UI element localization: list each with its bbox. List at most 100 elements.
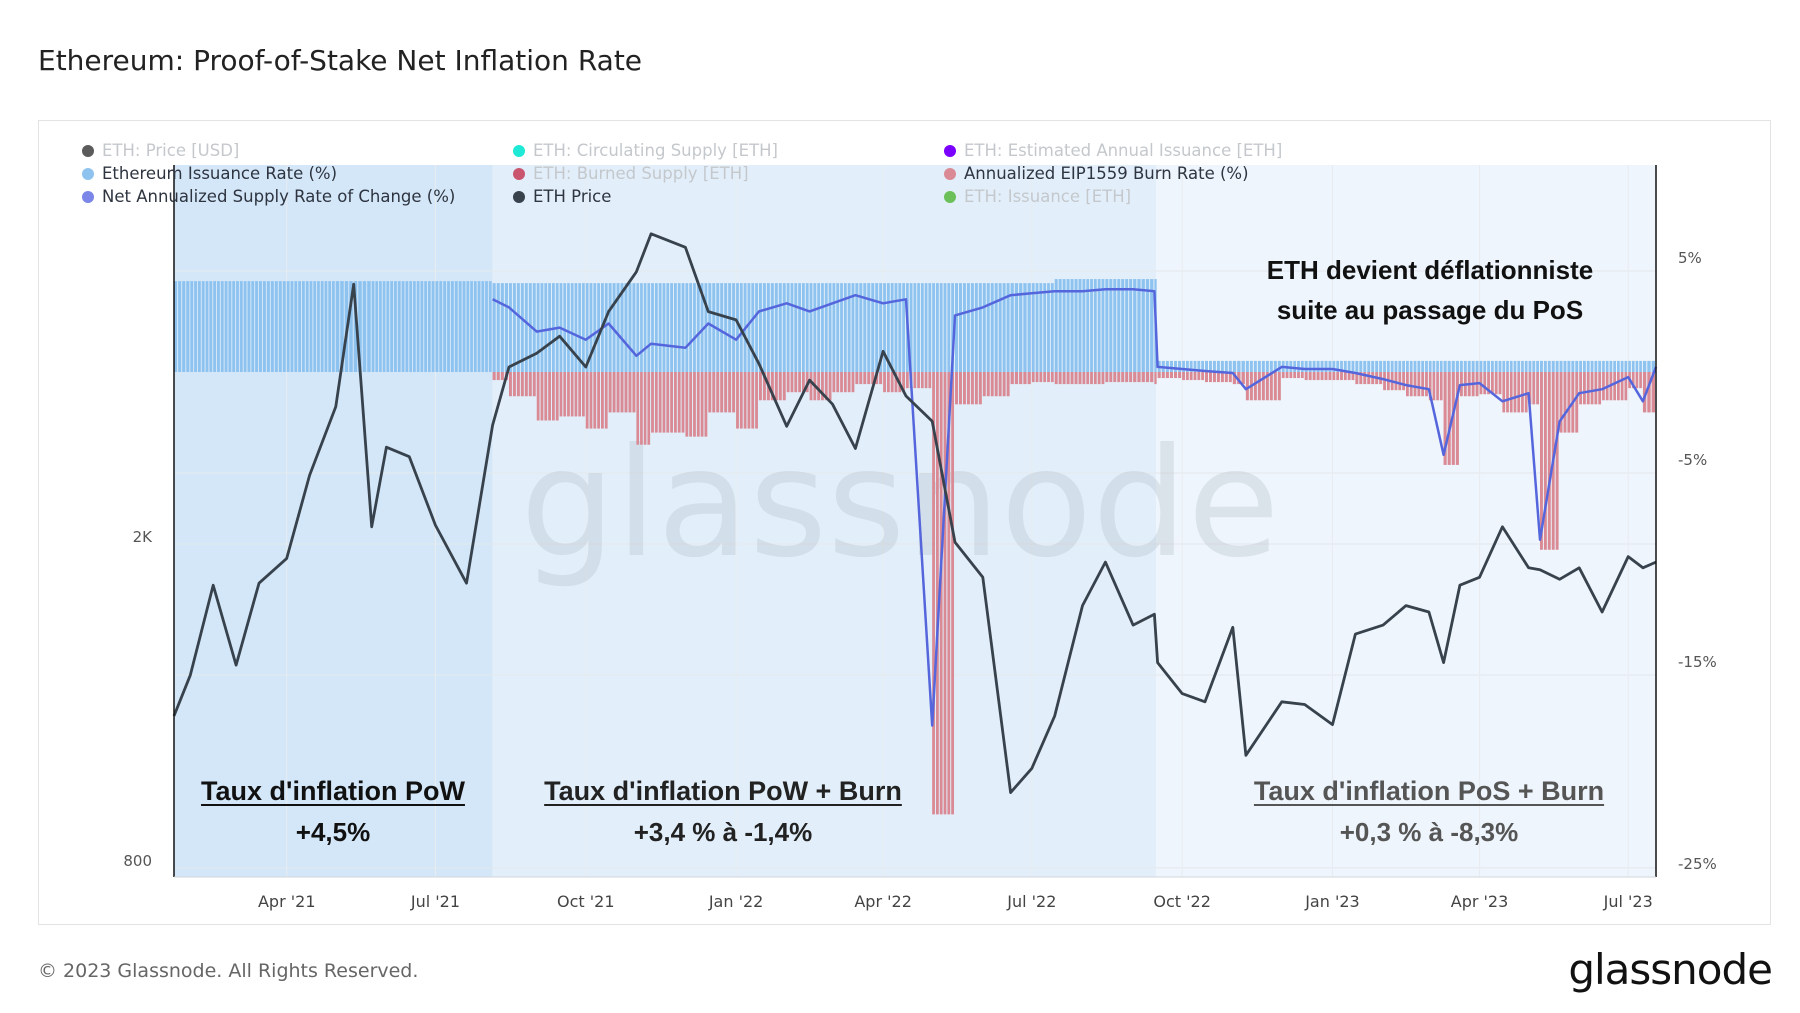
issuance-bar bbox=[747, 283, 751, 372]
burn-bar bbox=[1613, 372, 1617, 401]
issuance-bar bbox=[358, 281, 362, 372]
burn-bar bbox=[559, 372, 563, 417]
issuance-bar bbox=[209, 281, 213, 372]
issuance-bar bbox=[282, 281, 286, 372]
x-axis-tick-label: Jul '23 bbox=[1603, 892, 1653, 911]
burn-bar bbox=[508, 372, 512, 397]
burn-bar bbox=[736, 372, 739, 429]
burn-bar bbox=[563, 372, 567, 417]
issuance-bar bbox=[1320, 360, 1324, 372]
burn-bar bbox=[1428, 372, 1432, 401]
issuance-bar bbox=[201, 281, 205, 372]
burn-bar bbox=[1220, 372, 1224, 383]
issuance-bar bbox=[782, 283, 786, 372]
issuance-bar bbox=[604, 283, 608, 372]
issuance-bar bbox=[1406, 360, 1409, 372]
issuance-bar bbox=[524, 283, 528, 372]
burn-bar bbox=[1355, 372, 1359, 385]
issuance-bar bbox=[790, 283, 794, 372]
burn-bar bbox=[1543, 372, 1547, 550]
burn-bar bbox=[492, 372, 496, 381]
legend-item[interactable]: ETH: Estimated Annual Issuance [ETH] bbox=[944, 141, 1282, 160]
legend-item[interactable]: ETH: Price [USD] bbox=[82, 141, 239, 160]
issuance-bar bbox=[178, 281, 182, 372]
issuance-bar bbox=[608, 283, 612, 372]
issuance-bar bbox=[1308, 360, 1312, 372]
burn-bar bbox=[902, 372, 906, 393]
burn-bar bbox=[1363, 372, 1367, 385]
issuance-bar bbox=[328, 281, 332, 372]
annotation-pos-burn-heading: Taux d'inflation PoS + Burn bbox=[1253, 776, 1605, 806]
issuance-bar bbox=[324, 281, 328, 372]
issuance-bar bbox=[1047, 283, 1050, 372]
burn-bar bbox=[1237, 372, 1241, 385]
legend-item[interactable]: ETH: Issuance [ETH] bbox=[944, 187, 1131, 206]
legend-item[interactable]: Annualized EIP1559 Burn Rate (%) bbox=[944, 164, 1249, 183]
burn-bar bbox=[574, 372, 578, 417]
burn-bar bbox=[681, 372, 685, 433]
burn-bar bbox=[817, 372, 821, 401]
burn-bar bbox=[1347, 372, 1351, 381]
issuance-bar bbox=[1559, 360, 1563, 372]
issuance-bar bbox=[1014, 283, 1019, 372]
legend-item[interactable]: Ethereum Issuance Rate (%) bbox=[82, 164, 337, 183]
issuance-bar bbox=[689, 283, 693, 372]
burn-bar bbox=[1197, 372, 1201, 381]
issuance-bar bbox=[1066, 279, 1070, 372]
legend-item[interactable]: ETH: Circulating Supply [ETH] bbox=[513, 141, 778, 160]
issuance-bar bbox=[798, 283, 801, 372]
burn-bar bbox=[947, 372, 951, 815]
issuance-bar bbox=[540, 283, 544, 372]
issuance-bar bbox=[1074, 279, 1078, 372]
issuance-bar bbox=[1647, 360, 1651, 372]
burn-bar bbox=[1575, 372, 1579, 433]
issuance-bar bbox=[1293, 360, 1297, 372]
legend-item[interactable]: ETH Price bbox=[513, 187, 611, 206]
burn-bar bbox=[894, 372, 898, 393]
burn-bar bbox=[798, 372, 801, 393]
burn-bar bbox=[1113, 372, 1117, 383]
issuance-bar bbox=[1455, 360, 1459, 372]
burn-bar bbox=[1062, 372, 1066, 385]
legend-dot-icon bbox=[82, 190, 94, 203]
issuance-bar bbox=[1023, 283, 1027, 372]
burn-bar bbox=[1455, 372, 1459, 465]
legend-item[interactable]: Net Annualized Supply Rate of Change (%) bbox=[82, 187, 455, 206]
issuance-bar bbox=[213, 281, 217, 372]
legend-dot-icon bbox=[513, 167, 525, 180]
issuance-bar bbox=[258, 281, 262, 372]
legend-item[interactable]: ETH: Burned Supply [ETH] bbox=[513, 164, 749, 183]
burn-bar bbox=[890, 372, 894, 393]
issuance-bar bbox=[1086, 279, 1090, 372]
x-axis-tick-label: Jan '23 bbox=[1304, 892, 1360, 911]
burn-bar bbox=[1602, 372, 1605, 401]
burn-bar bbox=[1312, 372, 1316, 381]
burn-bar bbox=[1536, 372, 1539, 405]
burn-bar bbox=[943, 372, 947, 815]
burn-bar bbox=[1086, 372, 1090, 385]
issuance-bar bbox=[1386, 360, 1390, 372]
issuance-bar bbox=[1253, 360, 1257, 372]
burn-bar bbox=[906, 372, 909, 389]
burn-bar bbox=[582, 372, 585, 417]
burn-bar bbox=[1178, 372, 1182, 379]
issuance-bar bbox=[1109, 279, 1113, 372]
issuance-bar bbox=[228, 281, 232, 372]
burn-bar bbox=[536, 372, 540, 421]
issuance-bar bbox=[924, 283, 928, 372]
issuance-bar bbox=[1651, 360, 1655, 372]
legend-dot-icon bbox=[944, 144, 956, 157]
burn-bar bbox=[1394, 372, 1398, 391]
net-supply-rate-line bbox=[492, 287, 1658, 727]
burn-bar bbox=[1586, 372, 1590, 405]
issuance-bar bbox=[736, 283, 739, 372]
issuance-bar bbox=[424, 281, 427, 372]
issuance-bar bbox=[1189, 360, 1193, 372]
issuance-bar bbox=[205, 281, 209, 372]
x-axis-tick-label: Oct '21 bbox=[557, 892, 615, 911]
burn-bar bbox=[1023, 372, 1027, 385]
issuance-bar bbox=[1241, 360, 1245, 372]
issuance-bar bbox=[875, 283, 879, 372]
issuance-bar bbox=[1340, 360, 1343, 372]
issuance-bar bbox=[1133, 279, 1137, 372]
